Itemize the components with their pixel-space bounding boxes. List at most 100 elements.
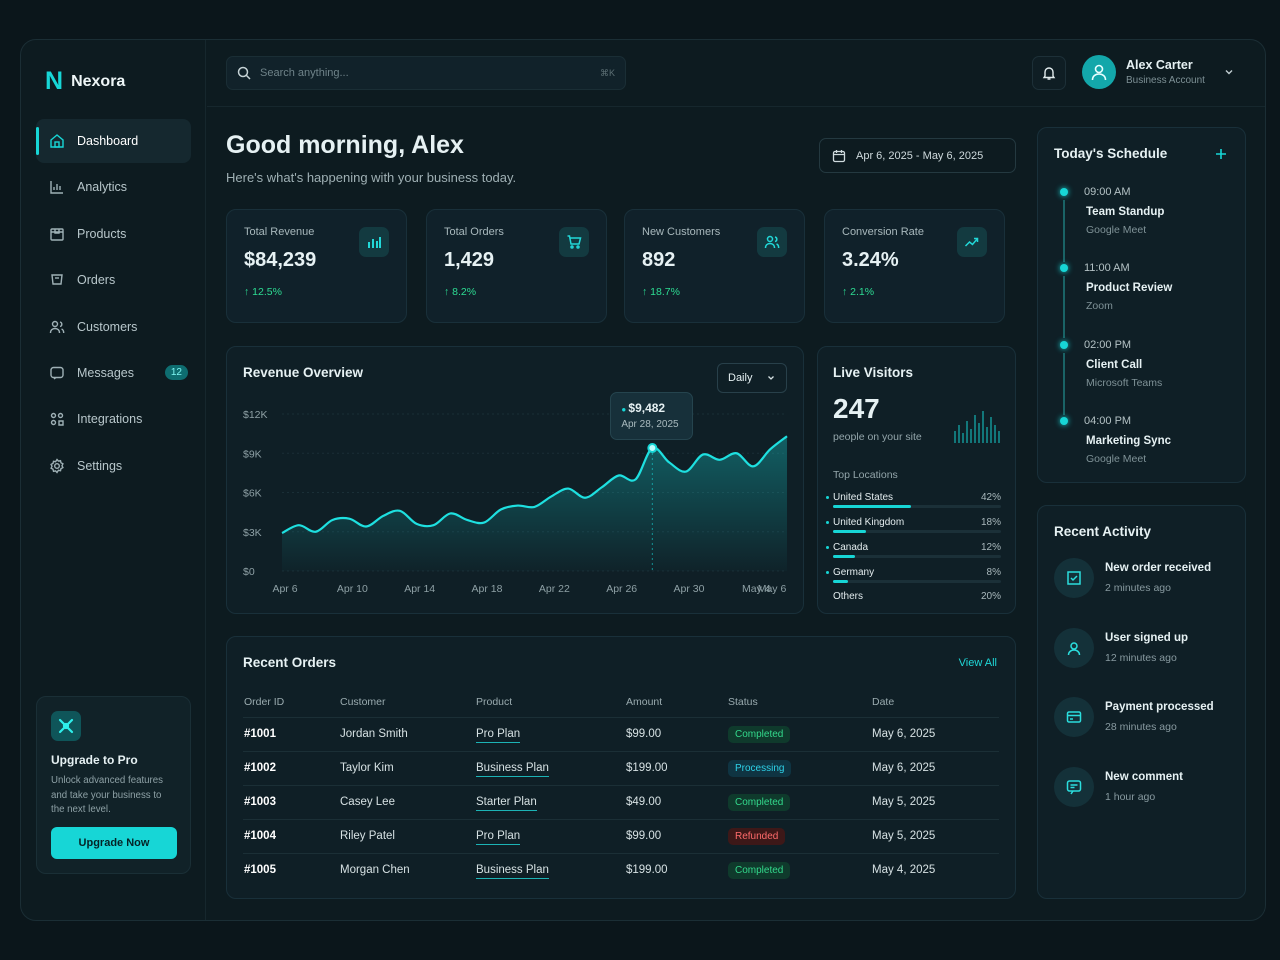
sidebar-item-orders[interactable]: Orders bbox=[36, 258, 191, 302]
visitors-sparkline bbox=[954, 411, 1000, 443]
x-tick-label: May 4 bbox=[742, 583, 771, 595]
page-title: Good morning, Alex bbox=[226, 131, 464, 159]
location-row: Others 20% bbox=[826, 591, 1001, 615]
upgrade-now-button[interactable]: Upgrade Now bbox=[51, 827, 177, 859]
customer-name: Riley Patel bbox=[340, 830, 395, 842]
product-link[interactable]: Starter Plan bbox=[476, 796, 537, 811]
x-tick-label: Apr 18 bbox=[472, 583, 503, 595]
location-row: United Kingdom 18% bbox=[826, 517, 1001, 541]
column-header: Date bbox=[872, 696, 895, 708]
notifications-button[interactable] bbox=[1032, 56, 1066, 90]
location-pct: 18% bbox=[980, 517, 1001, 528]
trend-icon bbox=[957, 227, 987, 257]
stat-card-orders[interactable]: Total Orders 1,429 ↑ 8.2% bbox=[426, 209, 607, 323]
table-row[interactable]: #1001 Jordan Smith Pro Plan $99.00 Completed… bbox=[243, 717, 999, 751]
table-row[interactable]: #1004 Riley Patel Pro Plan $99.00 Refunded Ma… bbox=[243, 819, 999, 853]
location-bar-track bbox=[833, 580, 1001, 583]
hover-point bbox=[647, 443, 658, 454]
order-date: May 5, 2025 bbox=[872, 796, 936, 808]
location-name: Others bbox=[833, 591, 864, 602]
period-label: Daily bbox=[728, 372, 753, 384]
stat-label: New Customers bbox=[642, 226, 721, 238]
topbar: Search anything... ⌘K Alex Carter Busine… bbox=[207, 40, 1265, 107]
location-pct: 8% bbox=[986, 567, 1001, 578]
sidebar-item-label: Customers bbox=[77, 319, 138, 334]
column-header: Amount bbox=[626, 696, 663, 708]
sidebar-item-analytics[interactable]: Analytics bbox=[36, 165, 191, 209]
location-bar bbox=[833, 580, 848, 583]
stat-value: 1,429 bbox=[444, 249, 495, 271]
location-row: United States 42% bbox=[826, 492, 1001, 516]
order-amount: $99.00 bbox=[626, 830, 662, 842]
table-row[interactable]: #1005 Morgan Chen Business Plan $199.00 Comp… bbox=[243, 853, 999, 887]
location-dot bbox=[826, 496, 829, 499]
order-date: May 5, 2025 bbox=[872, 830, 936, 842]
sidebar-item-settings[interactable]: Settings bbox=[36, 444, 191, 488]
timeline-line bbox=[1063, 276, 1065, 338]
users-icon bbox=[757, 227, 787, 257]
schedule-panel: Today's Schedule 09:00 AM Team Standup Goo… bbox=[1037, 127, 1246, 483]
stat-label: Total Revenue bbox=[244, 226, 315, 238]
live-visitors-panel: Live Visitors 247 people on your site To… bbox=[817, 346, 1016, 614]
stat-card-revenue[interactable]: Total Revenue $84,239 ↑ 12.5% bbox=[226, 209, 407, 323]
stat-card-conversion[interactable]: Conversion Rate 3.24% ↑ 2.1% bbox=[824, 209, 1005, 323]
event-time: 09:00 AM bbox=[1084, 186, 1131, 198]
sidebar-item-label: Products bbox=[77, 226, 127, 241]
sidebar-item-label: Dashboard bbox=[77, 134, 139, 148]
product-link[interactable]: Pro Plan bbox=[476, 728, 521, 743]
sidebar-item-integrations[interactable]: Integrations bbox=[36, 397, 191, 441]
sidebar-item-messages[interactable]: Messages 12 bbox=[36, 351, 191, 395]
product-link[interactable]: Business Plan bbox=[476, 762, 549, 777]
visitors-subtitle: people on your site bbox=[833, 431, 922, 443]
home-icon bbox=[50, 134, 64, 148]
order-amount: $99.00 bbox=[626, 728, 662, 740]
view-all-link[interactable]: View All bbox=[958, 657, 997, 669]
stat-card-customers[interactable]: New Customers 892 ↑ 18.7% bbox=[624, 209, 805, 323]
activity-title: Payment processed bbox=[1105, 701, 1214, 713]
order-amount: $49.00 bbox=[626, 796, 662, 808]
product-link[interactable]: Business Plan bbox=[476, 864, 549, 879]
timeline-line bbox=[1063, 353, 1065, 415]
bar-chart-icon bbox=[359, 227, 389, 257]
product-link[interactable]: Pro Plan bbox=[476, 830, 521, 845]
revenue-overview-panel: Revenue Overview Daily $0 $3K $6K $9K $12K A… bbox=[226, 346, 804, 614]
user-info: Alex Carter Business Account bbox=[1126, 58, 1205, 86]
location-bar-track bbox=[833, 505, 1001, 508]
stat-value: 3.24% bbox=[842, 249, 899, 271]
y-tick-label: $9K bbox=[243, 448, 262, 460]
sidebar-item-dashboard[interactable]: Dashboard bbox=[36, 119, 191, 163]
location-name: United Kingdom bbox=[833, 517, 905, 528]
schedule-title: Today's Schedule bbox=[1054, 146, 1168, 161]
event-dot bbox=[1060, 188, 1068, 196]
event-dot bbox=[1060, 417, 1068, 425]
add-event-icon[interactable] bbox=[1215, 148, 1227, 160]
event-title: Team Standup bbox=[1086, 206, 1165, 218]
search-input[interactable]: Search anything... ⌘K bbox=[226, 56, 626, 90]
stat-change: ↑ 8.2% bbox=[444, 286, 477, 298]
table-row[interactable]: #1003 Casey Lee Starter Plan $49.00 Complete… bbox=[243, 785, 999, 819]
sidebar-item-customers[interactable]: Customers bbox=[36, 305, 191, 349]
logo-mark: N bbox=[45, 67, 63, 95]
column-header: Order ID bbox=[244, 696, 285, 708]
user-menu[interactable]: Alex Carter Business Account bbox=[1082, 55, 1235, 89]
avatar bbox=[1082, 55, 1116, 89]
period-select[interactable]: Daily bbox=[717, 363, 787, 393]
order-id: #1003 bbox=[244, 796, 276, 808]
upgrade-text: Unlock advanced features and take your b… bbox=[51, 775, 164, 815]
activity-title: New comment bbox=[1105, 771, 1183, 783]
x-tick-label: Apr 26 bbox=[606, 583, 637, 595]
revenue-chart[interactable]: $0 $3K $6K $9K $12K Apr 6 Apr 10 Apr 14 Apr 18 A… bbox=[227, 347, 805, 615]
column-header: Product bbox=[476, 696, 513, 708]
sparkle-icon bbox=[51, 711, 81, 741]
stat-change-value: 8.2% bbox=[452, 286, 477, 298]
table-row[interactable]: #1002 Taylor Kim Business Plan $199.00 Proce… bbox=[243, 751, 999, 785]
logo[interactable]: N Nexora bbox=[45, 67, 125, 96]
stat-label: Conversion Rate bbox=[842, 226, 924, 238]
search-shortcut: ⌘K bbox=[599, 67, 615, 78]
sidebar-item-products[interactable]: Products bbox=[36, 212, 191, 256]
activity-title: New order received bbox=[1105, 562, 1212, 574]
cart-icon bbox=[51, 274, 63, 285]
date-range-picker[interactable]: Apr 6, 2025 - May 6, 2025 bbox=[819, 138, 1016, 173]
cart-icon bbox=[559, 227, 589, 257]
orders-title: Recent Orders bbox=[243, 655, 337, 670]
